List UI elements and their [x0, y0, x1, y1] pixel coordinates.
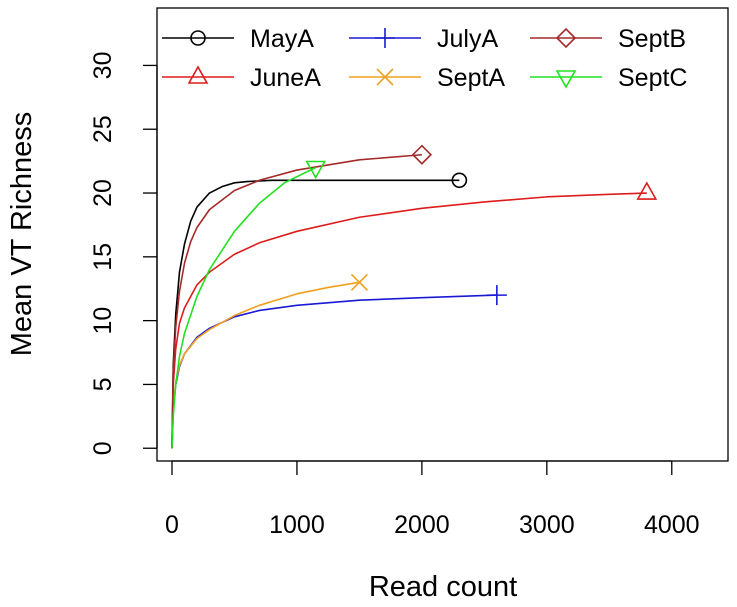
x-tick-label: 3000	[519, 511, 575, 539]
y-tick-label: 5	[89, 377, 117, 391]
legend-item-septc: SeptC	[530, 64, 687, 92]
legend-label-julya: JulyA	[437, 25, 498, 53]
legend-item-septb: SeptB	[530, 25, 686, 53]
y-tick-label: 0	[89, 441, 117, 455]
x-axis-label: Read count	[369, 571, 517, 603]
series-septa	[171, 273, 368, 449]
series-marker-julya	[486, 285, 507, 306]
x-tick-label: 0	[165, 511, 179, 539]
y-axis-label: Mean VT Richness	[6, 112, 38, 356]
series-junea	[171, 181, 658, 449]
axes: 0 1000 2000 3000 4000 0 5 10 15 20 25 30	[89, 52, 700, 539]
series-marker-septc	[305, 160, 327, 180]
legend-item-junea: JuneA	[162, 64, 321, 92]
legend-item-julya: JulyA	[349, 25, 498, 53]
y-tick-label: 10	[89, 307, 117, 335]
legend-marker-septa	[376, 68, 394, 86]
y-tick-label: 15	[89, 243, 117, 271]
legend-marker-junea	[187, 65, 209, 84]
legend-marker-maya	[190, 30, 206, 46]
series-septc	[171, 160, 327, 449]
legend-label-septa: SeptA	[437, 64, 505, 92]
x-tick-label: 1000	[269, 511, 325, 539]
series-julya	[171, 285, 507, 449]
series-marker-septa	[350, 273, 368, 291]
legend: MayA JuneA JulyA SeptA SeptB SeptC	[162, 25, 687, 92]
series-marker-maya	[451, 172, 468, 189]
legend-marker-septb	[555, 27, 577, 49]
series-line-maya	[171, 179, 460, 449]
legend-marker-septc	[555, 70, 577, 89]
legend-label-septc: SeptC	[618, 64, 687, 92]
series-marker-septb	[411, 144, 433, 165]
legend-label-maya: MayA	[250, 25, 314, 53]
series-line-junea	[171, 192, 647, 449]
series-septb	[171, 144, 433, 449]
x-tick-label: 4000	[644, 511, 700, 539]
series-line-septb	[171, 153, 422, 449]
series-line-septc	[171, 166, 317, 449]
legend-item-septa: SeptA	[349, 64, 505, 92]
legend-marker-julya	[375, 28, 395, 48]
series-maya	[171, 172, 468, 449]
series-line-julya	[171, 294, 497, 449]
series-marker-junea	[636, 181, 658, 200]
y-tick-label: 25	[89, 115, 117, 143]
legend-label-septb: SeptB	[618, 25, 686, 53]
x-tick-label: 2000	[394, 511, 450, 539]
legend-item-maya: MayA	[162, 25, 314, 53]
legend-label-junea: JuneA	[250, 64, 321, 92]
y-tick-label: 20	[89, 179, 117, 207]
series-layer	[171, 144, 658, 449]
series-line-septa	[171, 281, 360, 449]
y-tick-label: 30	[89, 52, 117, 80]
